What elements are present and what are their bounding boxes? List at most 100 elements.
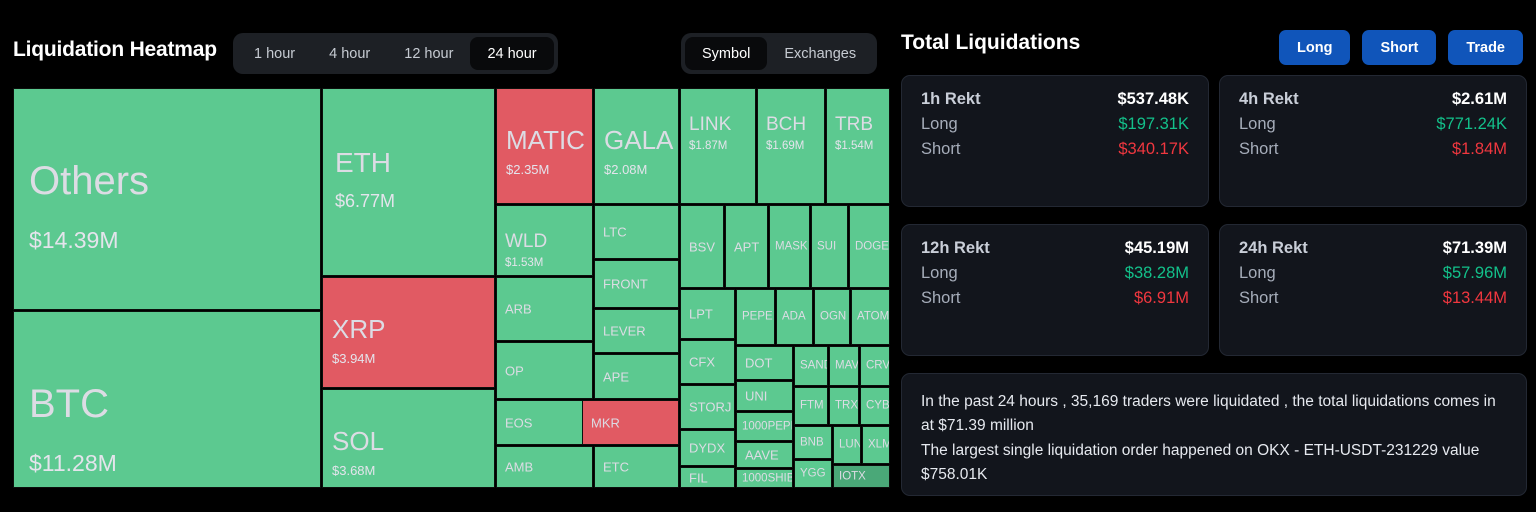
long-button[interactable]: Long <box>1279 30 1351 65</box>
treemap-tile-lpt[interactable]: LPT <box>680 289 735 339</box>
time-range-1-hour[interactable]: 1 hour <box>237 37 312 70</box>
trade-button[interactable]: Trade <box>1448 30 1523 65</box>
treemap-tile-pepe[interactable]: PEPE <box>736 289 775 345</box>
rekt-total-label: 4h Rekt <box>1239 90 1299 108</box>
treemap-tile-xlm[interactable]: XLM <box>862 426 890 464</box>
tile-symbol: WLD <box>505 231 548 252</box>
time-range-4-hour[interactable]: 4 hour <box>312 37 387 70</box>
tile-symbol: APE <box>603 369 630 384</box>
treemap-tile-mkr[interactable]: MKR <box>582 400 679 445</box>
tile-value: $3.94M <box>332 351 376 366</box>
treemap-tile-ygg[interactable]: YGG <box>794 460 832 488</box>
rekt-short-label: Short <box>1239 289 1279 307</box>
treemap-tile-eth[interactable]: ETH $6.77M <box>322 88 495 276</box>
tile-symbol: MKR <box>591 415 620 430</box>
treemap-tile-wld[interactable]: WLD $1.53M <box>496 205 593 276</box>
treemap-tile-iotx[interactable]: IOTX <box>833 465 890 488</box>
tile-value: $11.28M <box>29 450 117 476</box>
treemap-tile-ape[interactable]: APE <box>594 354 679 399</box>
treemap-tile-arb[interactable]: ARB <box>496 277 593 341</box>
treemap-tile-others[interactable]: Others $14.39M <box>13 88 321 310</box>
treemap-tile-link[interactable]: LINK $1.87M <box>680 88 756 204</box>
rekt-long-value: $57.96M <box>1442 264 1507 282</box>
treemap-tile-fil[interactable]: FIL <box>680 467 735 488</box>
rekt-long-value: $38.28M <box>1124 264 1189 282</box>
treemap-tile-apt[interactable]: APT <box>725 205 768 288</box>
treemap-tile-amb[interactable]: AMB <box>496 446 593 488</box>
tile-symbol: BNB <box>800 435 824 448</box>
tile-value: $3.68M <box>332 463 376 478</box>
tile-symbol: TRB <box>835 114 873 135</box>
time-range-selector[interactable]: 1 hour 4 hour 12 hour 24 hour <box>233 33 558 74</box>
treemap-tile-etc[interactable]: ETC <box>594 446 679 488</box>
tile-value: $2.08M <box>604 162 648 177</box>
treemap-tile-sand[interactable]: SAND <box>794 346 828 386</box>
tile-symbol: ETH <box>335 147 391 178</box>
treemap-tile-cfx[interactable]: CFX <box>680 340 735 384</box>
treemap-tile-mav[interactable]: MAV <box>829 346 859 386</box>
treemap-tile-crv[interactable]: CRV <box>860 346 890 386</box>
tile-symbol: XLM <box>868 438 890 451</box>
treemap-tile-luna2[interactable]: LUNA2 <box>833 426 861 464</box>
rekt-short-row-24h: Short $13.44M <box>1239 289 1507 308</box>
treemap-tile-ltc[interactable]: LTC <box>594 205 679 259</box>
tile-symbol: ATOM <box>857 310 890 323</box>
mode-symbol[interactable]: Symbol <box>685 37 768 70</box>
tile-symbol: 1000PEPE <box>742 419 793 432</box>
treemap-tile-btc[interactable]: BTC $11.28M <box>13 311 321 488</box>
rekt-long-row-4h: Long $771.24K <box>1239 115 1507 134</box>
tile-value: $1.87M <box>689 140 728 152</box>
treemap-tile-doge[interactable]: DOGE <box>849 205 890 288</box>
treemap-tile-bnb[interactable]: BNB <box>794 426 832 459</box>
treemap-tile-sol[interactable]: SOL $3.68M <box>322 389 495 488</box>
tile-symbol: DOGE <box>855 239 889 252</box>
treemap-tile-dot[interactable]: DOT <box>736 346 793 380</box>
treemap-tile-atom[interactable]: ATOM <box>851 289 890 345</box>
time-range-12-hour[interactable]: 12 hour <box>387 37 470 70</box>
tile-symbol: LTC <box>603 224 627 240</box>
treemap-tile-op[interactable]: OP <box>496 342 593 399</box>
treemap-tile-trb[interactable]: TRB $1.54M <box>826 88 890 204</box>
rekt-long-row-12h: Long $38.28M <box>921 264 1189 283</box>
treemap-tile-1000shib[interactable]: 1000SHIB <box>736 469 793 488</box>
rekt-short-label: Short <box>921 140 961 158</box>
short-button[interactable]: Short <box>1362 30 1437 65</box>
rekt-total-row-24h: 24h Rekt $71.39M <box>1239 239 1507 258</box>
treemap-tile-ada[interactable]: ADA <box>776 289 813 345</box>
rekt-total-value: $45.19M <box>1124 239 1189 257</box>
treemap-tile-bsv[interactable]: BSV <box>680 205 724 288</box>
tile-symbol: FTM <box>800 399 824 412</box>
tile-symbol: GALA <box>604 125 674 155</box>
treemap-tile-cyber[interactable]: CYBER <box>860 387 890 425</box>
treemap-tile-lever[interactable]: LEVER <box>594 309 679 353</box>
stat-card-12h: 12h Rekt $45.19M Long $38.28M Short $6.91M <box>901 224 1209 356</box>
tile-symbol: ARB <box>505 301 532 317</box>
treemap-tile-aave[interactable]: AAVE <box>736 442 793 468</box>
time-range-24-hour[interactable]: 24 hour <box>470 37 554 70</box>
tile-symbol: TRX <box>835 399 858 412</box>
treemap-tile-xrp[interactable]: XRP $3.94M <box>322 277 495 388</box>
treemap-tile-sui[interactable]: SUI <box>811 205 848 288</box>
treemap-tile-front[interactable]: FRONT <box>594 260 679 308</box>
view-mode-toggle[interactable]: Symbol Exchanges <box>681 33 878 74</box>
tile-symbol: SOL <box>332 426 385 456</box>
rekt-total-value: $2.61M <box>1451 90 1507 108</box>
treemap-tile-ogn[interactable]: OGN <box>814 289 850 345</box>
liquidation-treemap[interactable]: Others $14.39M BTC $11.28M ETH $6.77M XRP $3.94… <box>13 88 890 488</box>
mode-exchanges[interactable]: Exchanges <box>767 37 873 70</box>
summary-text: In the past 24 hours , 35,169 traders we… <box>921 393 1496 484</box>
treemap-tile-bch[interactable]: BCH $1.69M <box>757 88 825 204</box>
tile-symbol: DOT <box>745 355 773 371</box>
treemap-tile-1000pepe[interactable]: 1000PEPE <box>736 412 793 441</box>
treemap-tile-ftm[interactable]: FTM <box>794 387 828 425</box>
treemap-tile-trx[interactable]: TRX <box>829 387 859 425</box>
treemap-tile-uni[interactable]: UNI <box>736 381 793 411</box>
tile-symbol: ETC <box>603 459 629 475</box>
tile-value: $2.35M <box>506 162 550 177</box>
treemap-tile-eos[interactable]: EOS <box>496 400 593 445</box>
treemap-tile-storj[interactable]: STORJ <box>680 385 735 429</box>
treemap-tile-matic[interactable]: MATIC $2.35M <box>496 88 593 204</box>
treemap-tile-dydx[interactable]: DYDX <box>680 430 735 466</box>
treemap-tile-gala[interactable]: GALA $2.08M <box>594 88 679 204</box>
treemap-tile-mask[interactable]: MASK <box>769 205 810 288</box>
